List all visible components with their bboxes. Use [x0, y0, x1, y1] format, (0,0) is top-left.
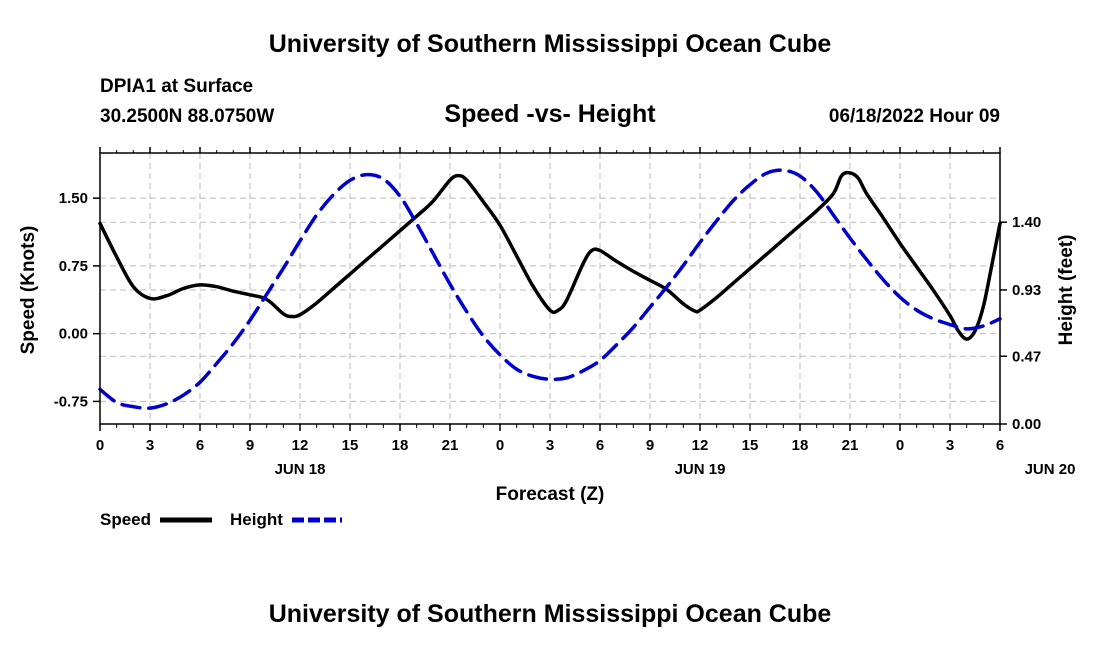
x-tick-label: 9	[246, 437, 254, 454]
x-tick-label: 3	[546, 437, 554, 454]
y-tick-label-speed: 0.00	[59, 326, 88, 343]
y-tick-label-height: 0.47	[1012, 348, 1041, 365]
station-label: DPIA1 at Surface	[100, 76, 254, 97]
axes: 0 3 6 9 12 15 18 21 0 3 6 9 12 15 18 21 0 3 6 JUN 18 JUN 19 J…	[54, 147, 1076, 478]
x-tick-label: 15	[342, 437, 359, 454]
legend: Speed Height	[100, 510, 342, 529]
y-tick-label-speed: 1.50	[59, 190, 88, 207]
x-tick-label: 6	[996, 437, 1004, 454]
series-line-height	[98, 168, 1002, 411]
x-tick-label: 3	[946, 437, 954, 454]
x-axis-label: Forecast (Z)	[496, 484, 605, 505]
y-tick-label-speed: 0.75	[59, 258, 88, 275]
x-tick-label: 12	[692, 437, 709, 454]
y-axis-label-height: Height (feet)	[1056, 235, 1077, 346]
forecast-datetime: 06/18/2022 Hour 09	[828, 106, 1000, 127]
x-tick-label: 18	[792, 437, 809, 454]
x-tick-label: 3	[146, 437, 154, 454]
station-coords: 30.2500N 88.0750W	[100, 106, 275, 127]
x-tick-label: 9	[646, 437, 654, 454]
chart-title: Speed -vs- Height	[444, 100, 656, 128]
y-tick-label-speed: -0.75	[54, 393, 88, 410]
day-label: JUN 18	[275, 461, 326, 478]
x-tick-label: 6	[596, 437, 604, 454]
x-tick-label: 21	[442, 437, 459, 454]
legend-label-speed: Speed	[100, 510, 151, 529]
x-tick-label: 18	[392, 437, 409, 454]
series-lines	[98, 168, 1002, 411]
day-label: JUN 19	[675, 461, 726, 478]
series-line-speed	[98, 170, 1002, 341]
page-title: University of Southern Mississippi Ocean…	[268, 30, 832, 58]
y-tick-label-height: 0.93	[1012, 282, 1041, 299]
footer-title: University of Southern Mississippi Ocean…	[268, 600, 832, 628]
x-tick-label: 0	[496, 437, 504, 454]
x-tick-label: 12	[292, 437, 309, 454]
day-label: JUN 20	[1025, 461, 1076, 478]
x-tick-label: 0	[96, 437, 104, 454]
y-tick-label-height: 1.40	[1012, 214, 1041, 231]
legend-label-height: Height	[230, 510, 283, 529]
x-tick-label: 0	[896, 437, 904, 454]
y-axis-label-speed: Speed (Knots)	[18, 226, 39, 355]
x-tick-label: 6	[196, 437, 204, 454]
x-tick-label: 21	[842, 437, 859, 454]
grid-lines	[100, 153, 1000, 424]
y-tick-label-height: 0.00	[1012, 416, 1041, 433]
x-tick-label: 15	[742, 437, 759, 454]
